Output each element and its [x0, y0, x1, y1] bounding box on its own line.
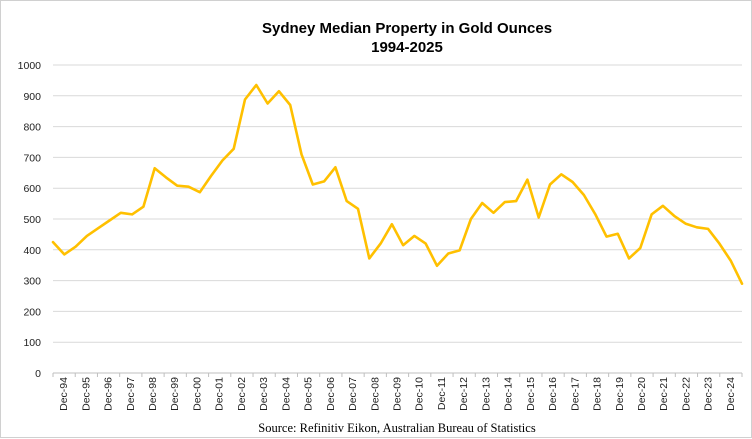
x-tick-label: Dec-14 [503, 377, 515, 411]
x-tick-label: Dec-09 [392, 377, 404, 411]
y-tick-label: 900 [23, 91, 41, 103]
series-layer [51, 83, 744, 286]
x-tick-label: Dec-08 [369, 377, 381, 411]
x-tick-label: Dec-05 [303, 377, 315, 411]
x-tick-label: Dec-16 [547, 377, 559, 411]
x-tick-label: Dec-01 [214, 377, 226, 411]
x-tick-label: Dec-22 [680, 377, 692, 411]
x-tick-label: Dec-99 [169, 377, 181, 411]
series-line [51, 83, 744, 286]
source-note: Source: Refinitiv Eikon, Australian Bure… [258, 421, 536, 435]
y-tick-label: 1000 [18, 60, 42, 72]
x-tick-label: Dec-95 [80, 377, 92, 411]
chart-title: Sydney Median Property in Gold Ounces [262, 20, 552, 37]
y-tick-label: 400 [23, 245, 41, 257]
x-tick-label: Dec-15 [525, 377, 537, 411]
y-tick-label: 700 [23, 152, 41, 164]
y-tick-label: 200 [23, 306, 41, 318]
y-tick-label: 500 [23, 214, 41, 226]
x-tick-label: Dec-19 [614, 377, 626, 411]
x-tick-label: Dec-04 [280, 377, 292, 411]
x-tick-label: Dec-13 [480, 377, 492, 411]
y-tick-label: 300 [23, 276, 41, 288]
y-tick-label: 800 [23, 122, 41, 134]
x-tick-label: Dec-18 [592, 377, 604, 411]
x-tick-label: Dec-00 [191, 377, 203, 411]
x-tick-label: Dec-96 [103, 377, 115, 411]
y-axis-ticks: 0 100 200 300 400 500 600 700 800 900 1000 [18, 60, 42, 380]
x-tick-label: Dec-11 [436, 377, 448, 410]
x-tick-label: Dec-07 [347, 377, 359, 411]
grid-lines [53, 64, 742, 374]
x-tick-label: Dec-98 [147, 377, 159, 411]
y-tick-label: 0 [35, 368, 41, 380]
x-tick-label: Dec-02 [236, 377, 248, 411]
y-tick-label: 600 [23, 183, 41, 195]
x-tick-label: Dec-23 [703, 377, 715, 411]
x-tick-label: Dec-97 [125, 377, 137, 411]
x-tick-label: Dec-06 [325, 377, 337, 411]
x-tick-label: Dec-21 [658, 377, 670, 411]
x-tick-label: Dec-20 [636, 377, 648, 411]
x-tick-label: Dec-24 [725, 377, 737, 411]
x-tick-label: Dec-17 [569, 377, 581, 411]
x-tick-label: Dec-12 [458, 377, 470, 411]
x-axis-ticks: Dec-94 Dec-95 Dec-96 Dec-97 Dec-98 Dec-99 Dec-… [52, 373, 743, 411]
y-tick-label: 100 [23, 337, 41, 349]
chart-subtitle: 1994-2025 [371, 39, 443, 56]
x-tick-label: Dec-03 [258, 377, 270, 411]
x-tick-label: Dec-94 [58, 377, 70, 411]
x-tick-label: Dec-10 [414, 377, 426, 411]
